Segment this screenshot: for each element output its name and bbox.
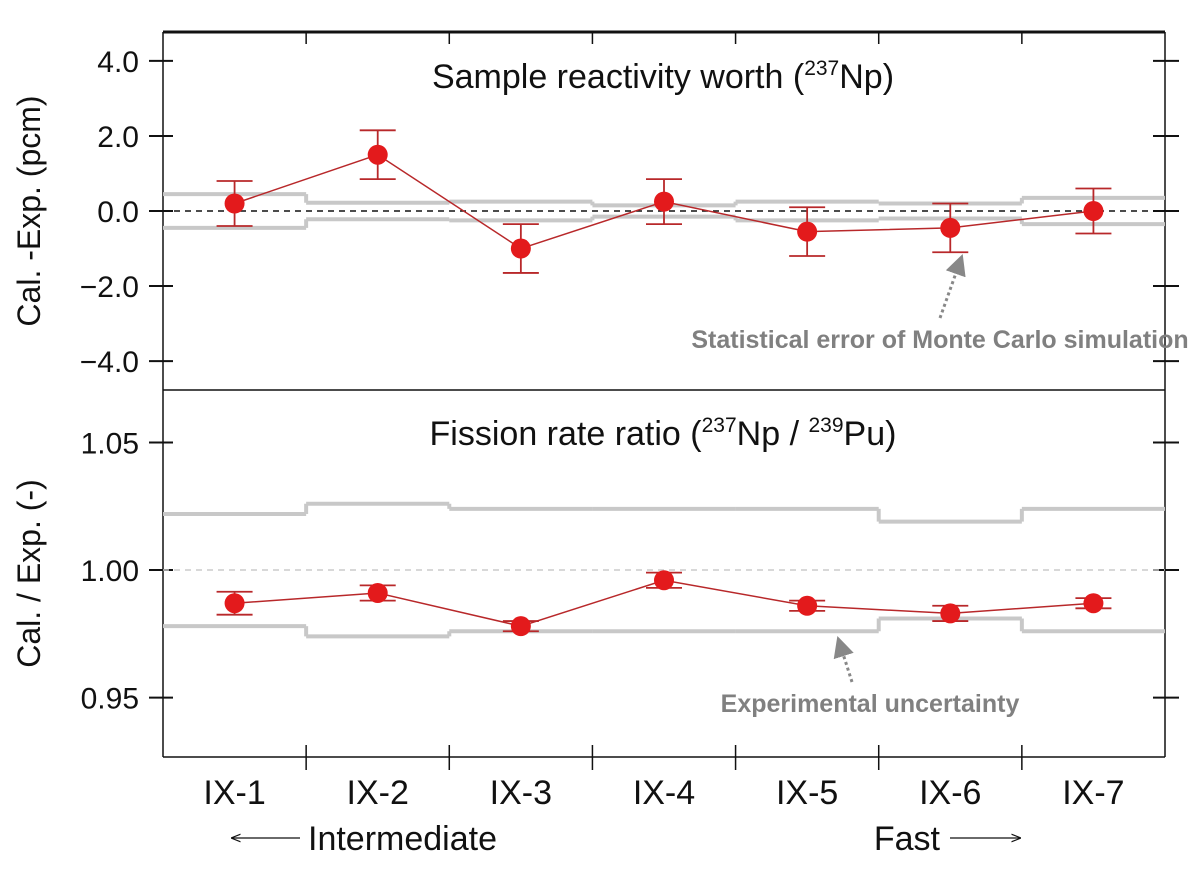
x-tick-label: IX-1 [203,774,265,812]
y-tick-label: 2.0 [97,121,139,154]
y-tick-label: −2.0 [80,271,139,304]
data-point [797,221,818,242]
data-point [797,595,818,616]
panel-title: Fission rate ratio (237Np / 239Pu) [430,414,897,453]
x-tick-label: IX-5 [776,774,838,812]
title-segment: Pu) [844,415,897,453]
y-axis-label: Cal. / Exp. (-) [11,479,47,667]
data-point [940,217,961,238]
annotation: Statistical error of Monte Carlo simulat… [691,326,1188,354]
y-tick-label: −4.0 [80,346,139,379]
title-segment: Sample reactivity worth ( [432,58,805,96]
data-point [224,593,245,614]
annotation-arrow [938,254,966,319]
x-tick-label: IX-2 [347,774,409,812]
y-tick-label: 1.00 [81,555,139,588]
data-point [654,191,674,212]
x-tick-label: IX-4 [633,774,695,812]
data-point [367,583,388,604]
data-point [510,616,531,637]
title-segment: 237 [804,57,839,80]
title-segment: Np) [839,58,894,96]
y-tick-label: 0.0 [97,196,139,229]
y-axis-label: Cal. -Exp. (pcm) [11,95,47,326]
x-tick-label: IX-3 [490,774,552,812]
y-tick-label: 0.95 [81,683,139,716]
data-point [1083,201,1104,221]
title-segment: 237 [702,414,737,437]
data-point [1083,593,1104,614]
title-segment: Np / [737,415,809,453]
title-segment: 239 [808,414,843,437]
y-tick-label: 4.0 [97,46,139,79]
panel-title: Sample reactivity worth (237Np) [432,57,894,96]
annotation: Experimental uncertainty [721,690,1020,718]
x-note: Intermediate [308,820,497,858]
annotation-arrow [833,635,854,683]
data-point [940,603,961,624]
x-note: Fast [874,820,941,858]
data-point [654,570,674,591]
x-tick-label: IX-6 [919,774,981,812]
data-point [224,193,245,214]
data-point [367,144,388,165]
y-tick-label: 1.05 [81,428,139,461]
data-point [510,238,531,259]
title-segment: Fission rate ratio ( [430,415,703,453]
x-tick-label: IX-7 [1062,774,1124,812]
